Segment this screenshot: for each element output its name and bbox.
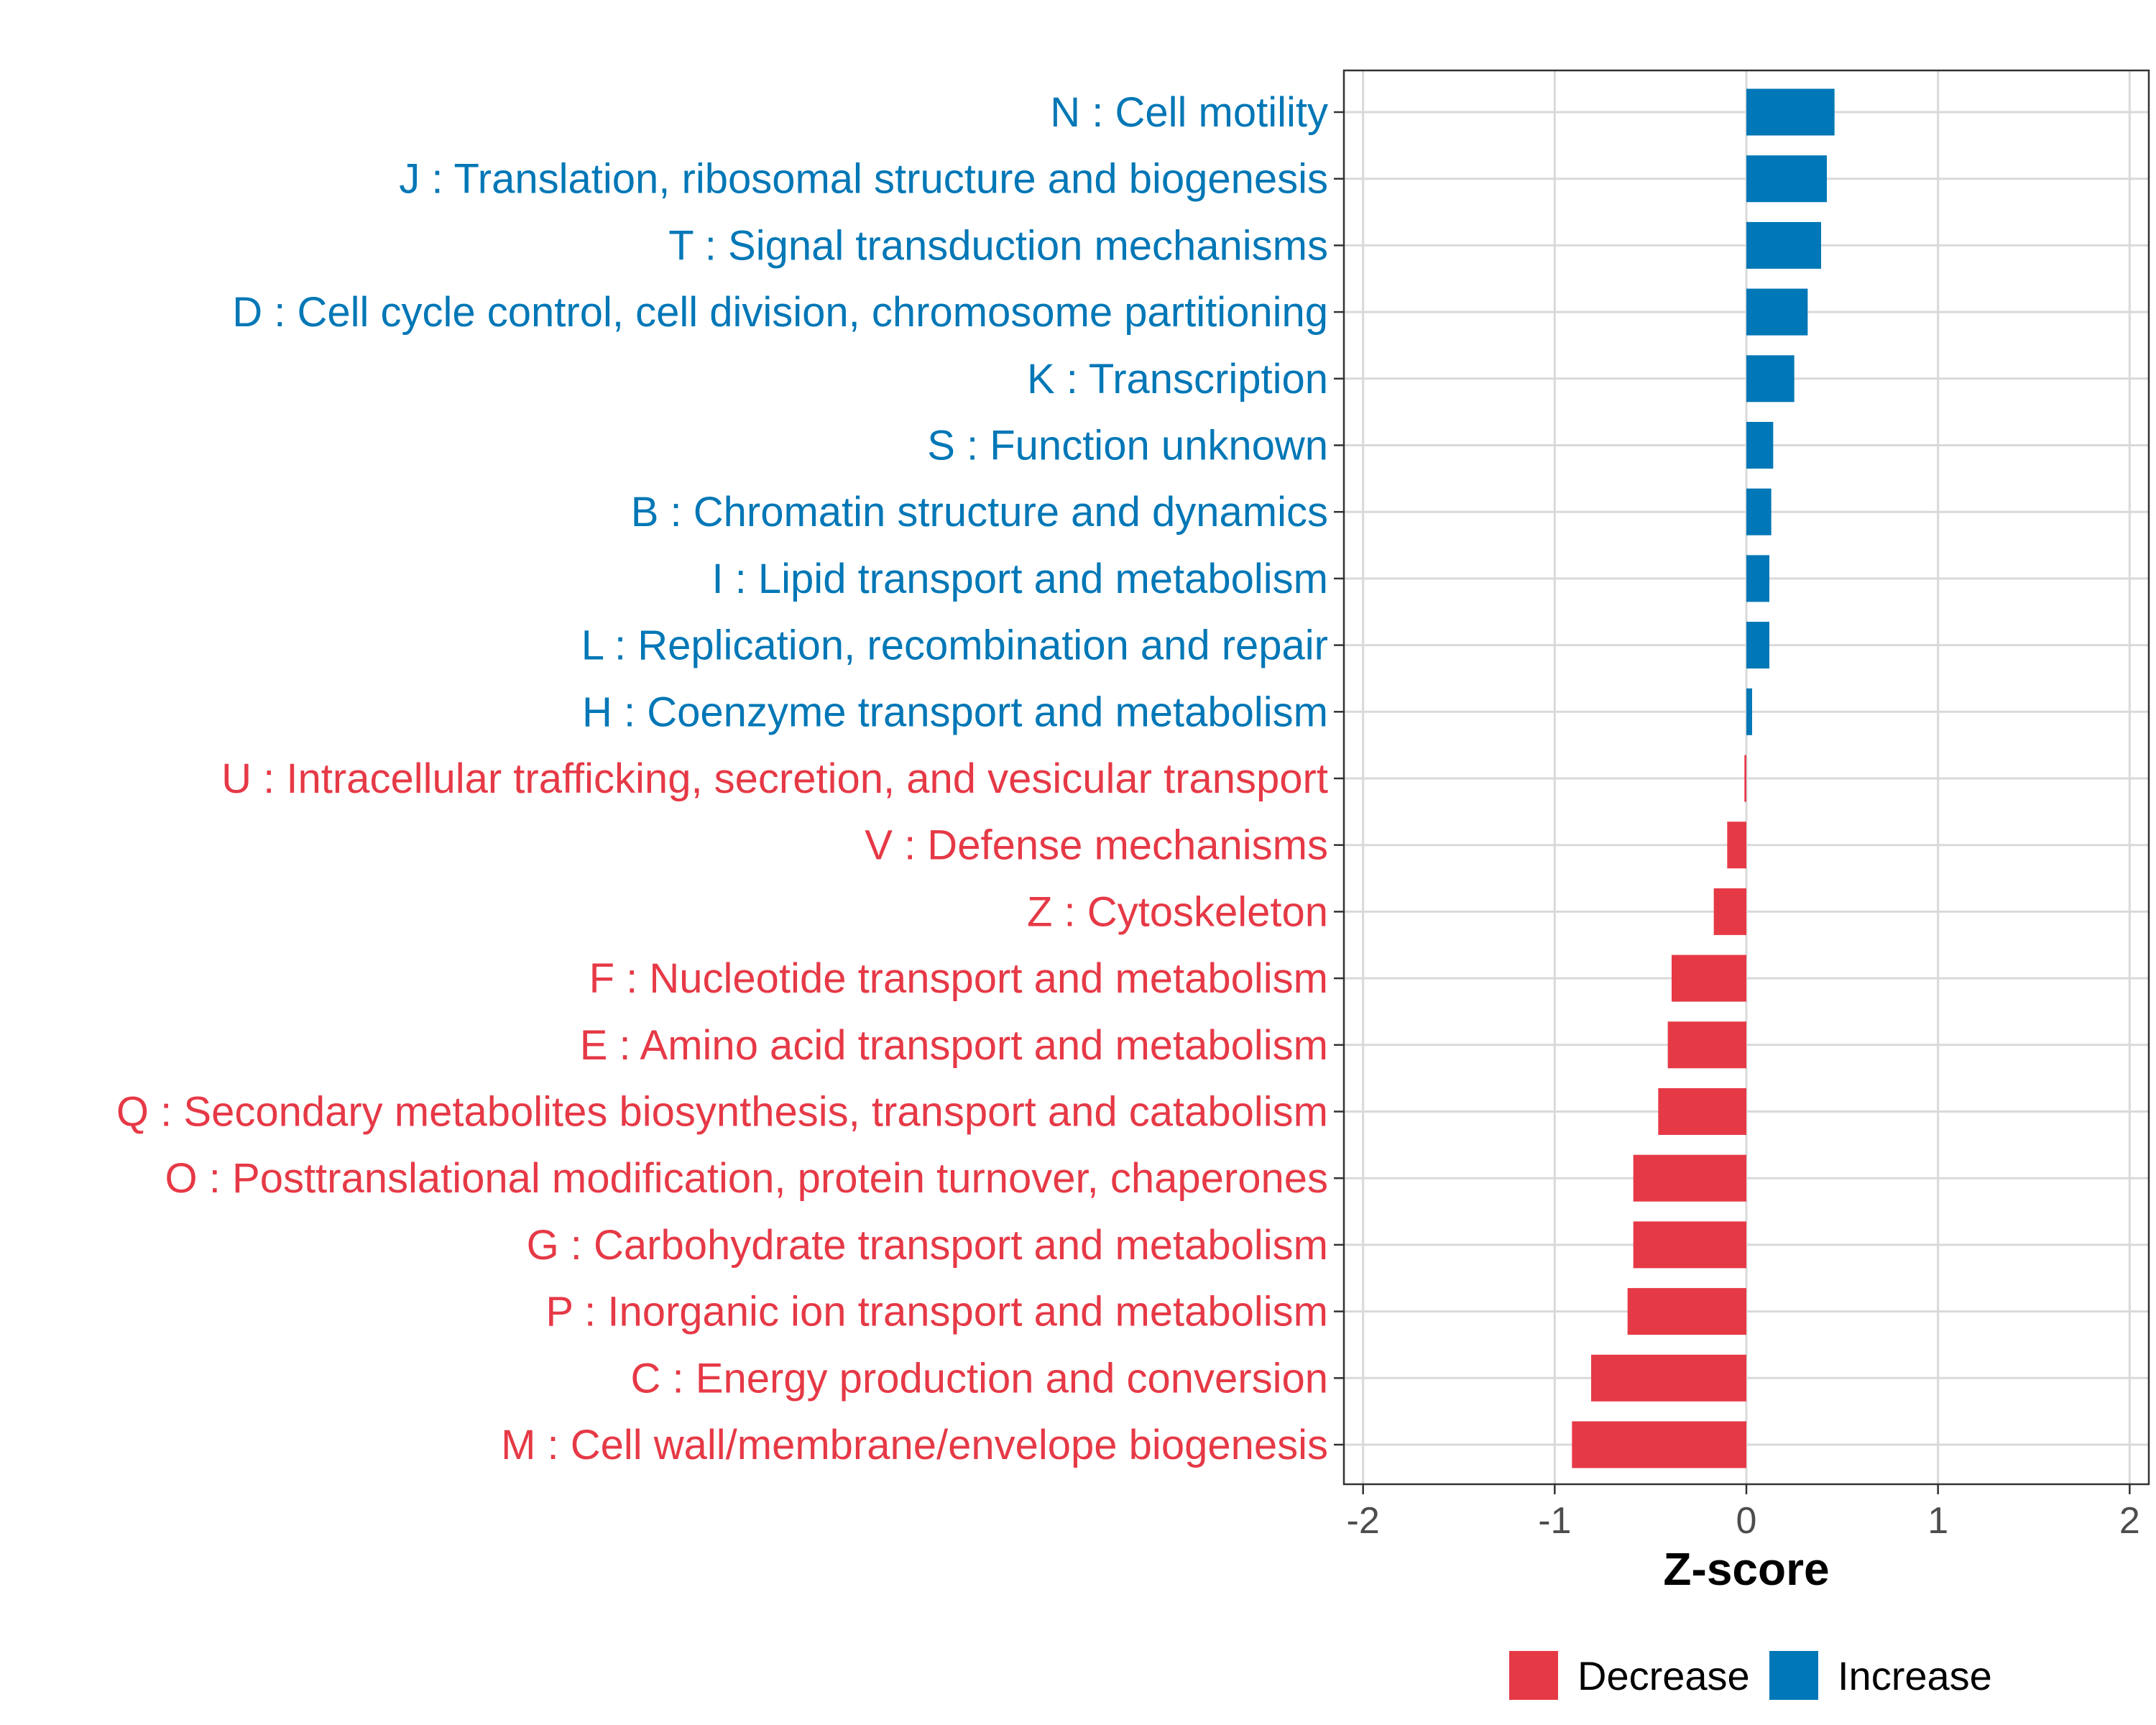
- bar: [1746, 688, 1752, 735]
- x-tick-label: -1: [1538, 1500, 1571, 1542]
- bar: [1746, 422, 1774, 469]
- category-label: C : Energy production and conversion: [631, 1355, 1328, 1402]
- bar: [1633, 1154, 1746, 1202]
- category-label: N : Cell motility: [1050, 89, 1328, 136]
- bars: [1572, 88, 1835, 1468]
- bar: [1713, 888, 1746, 935]
- category-label: L : Replication, recombination and repai…: [581, 622, 1328, 669]
- category-label: P : Inorganic ion transport and metaboli…: [545, 1289, 1328, 1335]
- x-axis-labels: -2 -1 0 1 2: [1347, 1500, 2140, 1542]
- legend: Decrease Increase: [1509, 1651, 1992, 1700]
- bar: [1633, 1221, 1746, 1269]
- bar: [1746, 288, 1808, 336]
- y-axis-ticks: [1334, 111, 1344, 1446]
- bar: [1727, 822, 1746, 869]
- category-label: E : Amino acid transport and metabolism: [580, 1022, 1328, 1069]
- legend-label-increase: Increase: [1838, 1653, 1992, 1698]
- bar: [1746, 622, 1769, 669]
- bar: [1591, 1354, 1746, 1402]
- y-axis-labels: N : Cell motility J : Translation, riboso…: [116, 89, 1328, 1468]
- category-label: M : Cell wall/membrane/envelope biogenes…: [501, 1422, 1328, 1468]
- bar: [1627, 1288, 1746, 1335]
- category-label: D : Cell cycle control, cell division, c…: [232, 289, 1328, 336]
- category-label: T : Signal transduction mechanisms: [668, 222, 1328, 269]
- bar: [1744, 755, 1746, 802]
- bar: [1746, 355, 1795, 402]
- category-label: B : Chromatin structure and dynamics: [631, 489, 1328, 535]
- category-label: J : Translation, ribosomal structure and…: [399, 156, 1328, 203]
- x-tick-label: 1: [1927, 1500, 1948, 1542]
- category-label: O : Posttranslational modification, prot…: [165, 1155, 1328, 1202]
- legend-key-decrease: [1509, 1651, 1558, 1700]
- category-label: U : Intracellular trafficking, secretion…: [221, 755, 1328, 802]
- bar: [1746, 88, 1835, 136]
- category-label: I : Lipid transport and metabolism: [711, 556, 1328, 602]
- category-label: K : Transcription: [1027, 356, 1328, 402]
- bar: [1658, 1088, 1746, 1135]
- bar: [1746, 488, 1772, 535]
- category-label: Q : Secondary metabolites biosynthesis, …: [116, 1089, 1328, 1136]
- legend-label-decrease: Decrease: [1577, 1653, 1750, 1698]
- bar: [1667, 1021, 1746, 1069]
- bar: [1746, 555, 1769, 602]
- bar: [1572, 1421, 1746, 1468]
- bar: [1746, 155, 1827, 203]
- x-axis-title: Z-score: [1663, 1543, 1829, 1595]
- x-tick-label: 0: [1736, 1500, 1757, 1542]
- x-tick-label: -2: [1347, 1500, 1380, 1542]
- bar: [1746, 221, 1821, 269]
- bar: [1672, 954, 1746, 1002]
- category-label: Z : Cytoskeleton: [1027, 888, 1328, 935]
- category-label: F : Nucleotide transport and metabolism: [589, 955, 1328, 1002]
- category-label: H : Coenzyme transport and metabolism: [582, 689, 1328, 735]
- category-label: S : Function unknown: [927, 423, 1328, 469]
- category-label: V : Defense mechanisms: [865, 822, 1328, 869]
- x-axis-ticks: [1362, 1484, 2131, 1494]
- x-tick-label: 2: [2119, 1500, 2140, 1542]
- category-label: G : Carbohydrate transport and metabolis…: [527, 1222, 1328, 1269]
- legend-key-increase: [1769, 1651, 1818, 1700]
